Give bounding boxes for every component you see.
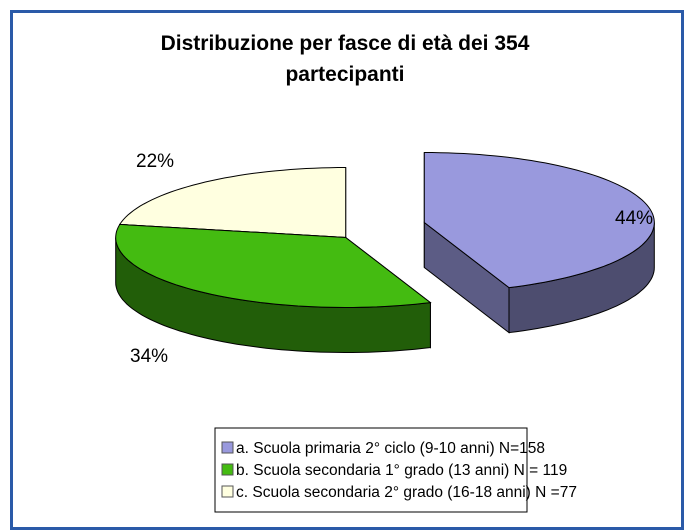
legend-label: a. Scuola primaria 2° ciclo (9-10 anni) … xyxy=(236,440,545,457)
legend-label: b. Scuola secondaria 1° grado (13 anni) … xyxy=(236,462,567,479)
slice xyxy=(118,167,347,239)
legend-swatch xyxy=(221,485,234,498)
slice xyxy=(423,152,655,289)
legend-swatch xyxy=(221,463,234,476)
data-label: 22% xyxy=(136,151,174,172)
legend-box xyxy=(214,427,528,513)
data-label: 44% xyxy=(615,208,653,229)
chart-title: Distribuzione per fasce di età dei 354 p… xyxy=(160,32,530,86)
data-label: 34% xyxy=(130,346,168,367)
slice xyxy=(115,223,432,308)
chart: 44% 34% 22% a. Scuola primaria 2° ciclo (9-… xyxy=(115,151,655,513)
legend-swatch xyxy=(221,441,234,454)
legend-label: c. Scuola secondaria 2° grado (16-18 ann… xyxy=(236,484,577,501)
